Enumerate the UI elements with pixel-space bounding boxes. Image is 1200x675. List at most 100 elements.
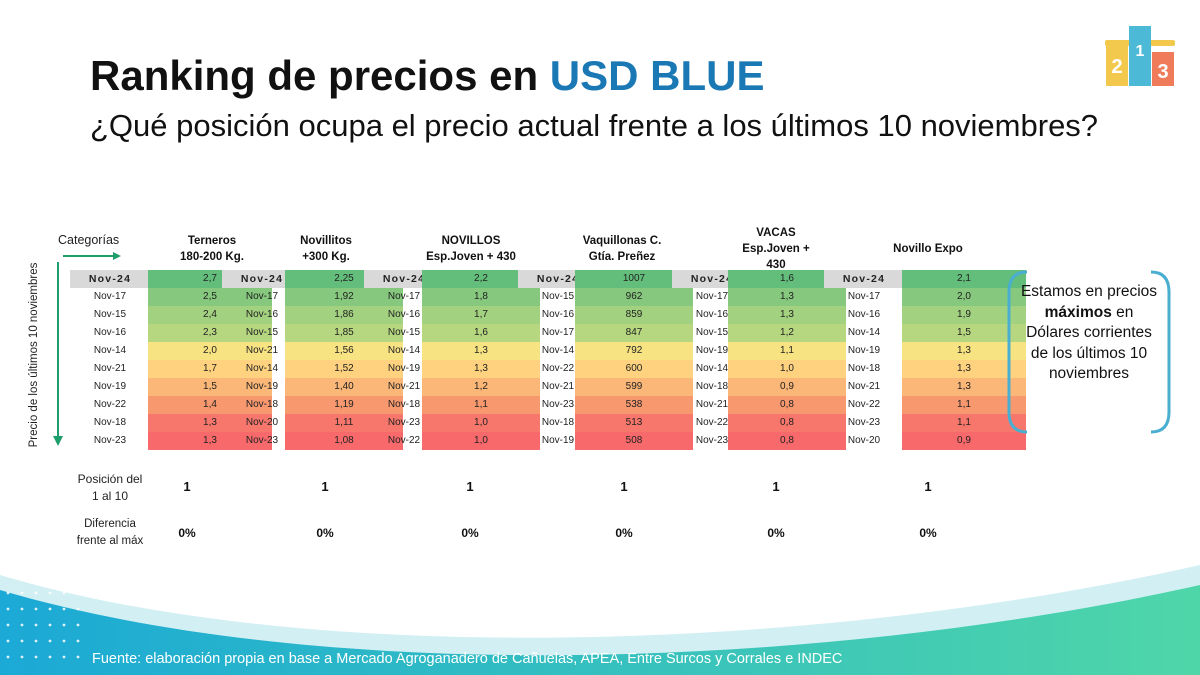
- period-label: Nov-21: [93, 363, 127, 374]
- period-label: Nov-14: [541, 345, 575, 356]
- label-line: Diferencia: [84, 518, 136, 530]
- period-label: Nov-19: [387, 363, 421, 374]
- header-line: Terneros: [187, 235, 237, 247]
- period-label: Nov-21: [695, 399, 729, 410]
- price-cell: 847: [575, 324, 693, 342]
- period-label: Nov-22: [695, 417, 729, 428]
- period-label: Nov-17: [387, 291, 421, 302]
- difference-value: 0%: [461, 526, 479, 540]
- price-cell: 1,3: [148, 432, 272, 450]
- price-cell: 1,1: [728, 342, 846, 360]
- period-label: Nov-21: [387, 381, 421, 392]
- header-vaquillonas: Vaquillonas C. Gtía. Preñez: [560, 233, 684, 265]
- period-label: Nov-18: [847, 363, 881, 374]
- price-cell: 859: [575, 306, 693, 324]
- title-main: Ranking de precios en: [90, 52, 550, 99]
- label-line: frente al máx: [76, 535, 144, 547]
- price-cell: 1,2: [422, 378, 540, 396]
- position-value: 1: [321, 479, 329, 494]
- page-subtitle: ¿Qué posición ocupa el precio actual fre…: [90, 108, 1099, 143]
- period-label: Nov-19: [695, 345, 729, 356]
- period-label: Nov-21: [847, 381, 881, 392]
- period-label: Nov-15: [387, 327, 421, 338]
- period-label: Nov-16: [93, 327, 127, 338]
- period-label: Nov-24: [824, 270, 904, 288]
- header-line: Vaquillonas C.: [582, 235, 662, 247]
- difference-value: 0%: [316, 526, 334, 540]
- right-arrow-icon: [63, 252, 121, 260]
- price-cell: 1,3: [902, 360, 1026, 378]
- price-cell: 2,2: [422, 270, 540, 288]
- period-label: Nov-22: [387, 435, 421, 446]
- difference-value: 0%: [919, 526, 937, 540]
- position-value: 1: [924, 479, 932, 494]
- header-line: Esp.Joven + 430: [426, 251, 516, 263]
- footer-wave: [0, 565, 1200, 675]
- price-cell: 508: [575, 432, 693, 450]
- period-label: Nov-23: [541, 399, 575, 410]
- position-value: 1: [772, 479, 780, 494]
- price-cell: 0,8: [728, 396, 846, 414]
- header-vacas: VACAS Esp.Joven + 430: [714, 225, 838, 269]
- period-label: Nov-18: [695, 381, 729, 392]
- price-cell: 1,6: [422, 324, 540, 342]
- table-row: Nov-15 2,4 Nov-16 1,86 Nov-16 1,7 Nov-16 859 Nov…: [70, 306, 1026, 324]
- price-cell: 1,1: [902, 396, 1026, 414]
- header-terneros: Terneros 180-200 Kg.: [150, 233, 274, 265]
- period-label: Nov-15: [695, 327, 729, 338]
- price-cell: 538: [575, 396, 693, 414]
- price-cell: 1,4: [148, 396, 272, 414]
- period-label: Nov-18: [93, 417, 127, 428]
- price-cell: 0,9: [728, 378, 846, 396]
- categorias-label: Categorías: [58, 233, 120, 247]
- period-label: Nov-18: [245, 399, 279, 410]
- period-label: Nov-14: [387, 345, 421, 356]
- period-label: Nov-22: [93, 399, 127, 410]
- price-cell: 599: [575, 378, 693, 396]
- table-row: Nov-16 2,3 Nov-15 1,85 Nov-15 1,6 Nov-17 847 Nov…: [70, 324, 1026, 342]
- period-label: Nov-23: [847, 417, 881, 428]
- header-line: +300 Kg.: [302, 251, 350, 263]
- period-label: Nov-21: [541, 381, 575, 392]
- price-cell: 2,4: [148, 306, 272, 324]
- price-cell: 2,0: [148, 342, 272, 360]
- header-line: 430: [766, 259, 786, 269]
- table-row: Nov-24 2,7 Nov-24 2,25 Nov-24 2,2 Nov-24 1007 No…: [70, 270, 1026, 288]
- price-cell: 2,0: [902, 288, 1026, 306]
- price-cell: 1,7: [422, 306, 540, 324]
- period-label: Nov-21: [245, 345, 279, 356]
- price-cell: 2,1: [902, 270, 1026, 288]
- price-cell: 1,08: [285, 432, 403, 450]
- price-cell: 1,3: [422, 360, 540, 378]
- page-title: Ranking de precios en USD BLUE: [90, 52, 764, 100]
- header-novillos: NOVILLOS Esp.Joven + 430: [409, 233, 533, 265]
- callout-bold: máximos: [1044, 303, 1112, 321]
- table-row: Nov-14 2,0 Nov-21 1,56 Nov-14 1,3 Nov-14 792 Nov…: [70, 342, 1026, 360]
- source-note: Fuente: elaboración propia en base a Mer…: [92, 651, 843, 667]
- price-cell: 2,3: [148, 324, 272, 342]
- callout-text: Estamos en precios máximos en Dólares co…: [1018, 282, 1160, 385]
- period-label: Nov-15: [93, 309, 127, 320]
- period-label: Nov-22: [847, 399, 881, 410]
- period-label: Nov-14: [695, 363, 729, 374]
- label-line: Posición del: [77, 472, 143, 486]
- callout-pre: Estamos en precios: [1020, 283, 1158, 300]
- podium-second: 2: [1111, 56, 1122, 78]
- price-cell: 1,1: [902, 414, 1026, 432]
- period-label: Nov-16: [695, 309, 729, 320]
- callout-bracket: [1007, 270, 1171, 434]
- difference-label: Diferencia frente al máx: [62, 516, 158, 550]
- period-label: Nov-18: [541, 417, 575, 428]
- position-value: 1: [620, 479, 628, 494]
- table-row: Nov-22 1,4 Nov-18 1,19 Nov-18 1,1 Nov-23 538 Nov…: [70, 396, 1026, 414]
- period-label: Nov-15: [245, 327, 279, 338]
- period-label: Nov-24: [70, 270, 150, 288]
- price-cell: 0,9: [902, 432, 1026, 450]
- period-label: Nov-16: [387, 309, 421, 320]
- price-cell: 1,0: [422, 414, 540, 432]
- period-label: Nov-23: [245, 435, 279, 446]
- price-cell: 1,5: [148, 378, 272, 396]
- period-label: Nov-16: [245, 309, 279, 320]
- price-cell: 600: [575, 360, 693, 378]
- price-cell: 0,8: [728, 432, 846, 450]
